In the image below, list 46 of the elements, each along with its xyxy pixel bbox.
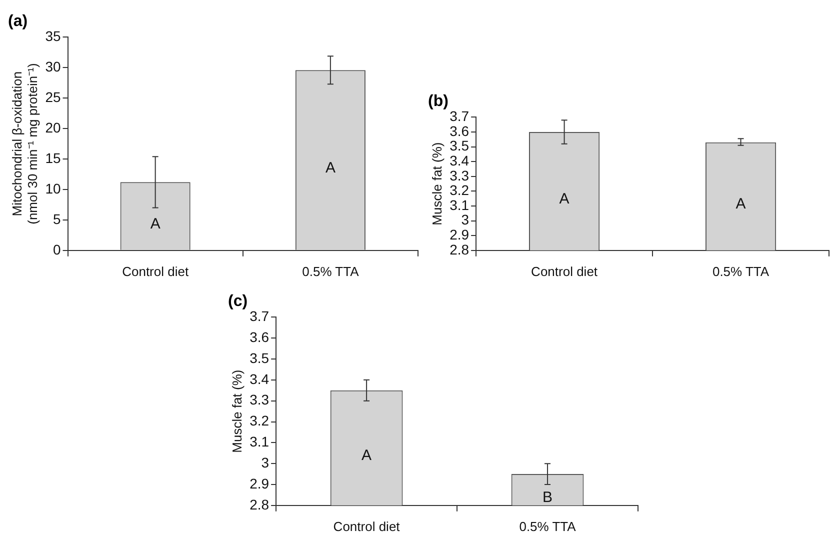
- y-tick-label: 35: [45, 28, 61, 44]
- y-axis-title: Muscle fat (%): [429, 142, 444, 226]
- x-tick-label: 0.5% TTA: [302, 264, 360, 279]
- x-tick-label: 0.5% TTA: [519, 518, 576, 534]
- y-tick-label: 3.2: [250, 412, 270, 429]
- y-tick-label: 0: [52, 241, 61, 258]
- annotation: A: [559, 190, 570, 208]
- y-tick-label: 3.6: [450, 122, 470, 139]
- chart-title: (a): [8, 13, 28, 30]
- y-tick-label: 3.3: [250, 392, 270, 408]
- annotation: A: [150, 215, 160, 232]
- y-tick-label: 3.1: [250, 434, 270, 450]
- y-tick-label: 2.8: [250, 496, 270, 512]
- y-tick-label: 10: [45, 180, 61, 196]
- chart-title: (c): [228, 293, 248, 310]
- y-tick-label: 3: [261, 454, 270, 470]
- annotation: A: [736, 196, 746, 213]
- x-tick-label: Control diet: [333, 518, 400, 534]
- y-tick-label: 3.6: [250, 328, 270, 345]
- y-tick-label: 3.7: [250, 308, 270, 324]
- x-tick-label: 0.5% TTA: [712, 264, 770, 279]
- y-tick-label: 3.2: [450, 182, 470, 198]
- x-tick-label: Control diet: [531, 264, 598, 279]
- y-axis-title: Mitochondrial β-oxidation (nmol 30 min⁻¹ mg protein⁻¹): [9, 63, 40, 224]
- y-tick-label: 3: [461, 212, 470, 228]
- annotation: B: [542, 488, 553, 506]
- annotation: A: [362, 447, 372, 464]
- y-axis-title: Muscle fat (%): [229, 370, 244, 453]
- y-tick-label: 2.9: [250, 475, 270, 492]
- y-tick-label: 25: [45, 88, 61, 105]
- y-tick-label: 3.1: [450, 196, 470, 213]
- y-tick-label: 3.5: [450, 138, 470, 154]
- chart-title: (b): [428, 93, 448, 110]
- y-tick-label: 2.9: [450, 226, 470, 242]
- y-tick-label: 20: [45, 119, 61, 136]
- y-tick-label: 3.5: [250, 350, 270, 366]
- y-tick-label: 2.8: [450, 241, 470, 258]
- y-tick-label: 3.3: [450, 167, 470, 184]
- y-tick-label: 3.4: [250, 370, 270, 387]
- y-tick-label: 30: [45, 58, 61, 75]
- y-tick-label: 3.4: [450, 152, 470, 168]
- y-tick-label: 15: [45, 150, 61, 166]
- x-tick-label: Control diet: [122, 264, 189, 279]
- y-tick-label: 5: [52, 210, 61, 227]
- annotation: A: [325, 159, 336, 176]
- y-tick-label: 3.7: [450, 108, 470, 124]
